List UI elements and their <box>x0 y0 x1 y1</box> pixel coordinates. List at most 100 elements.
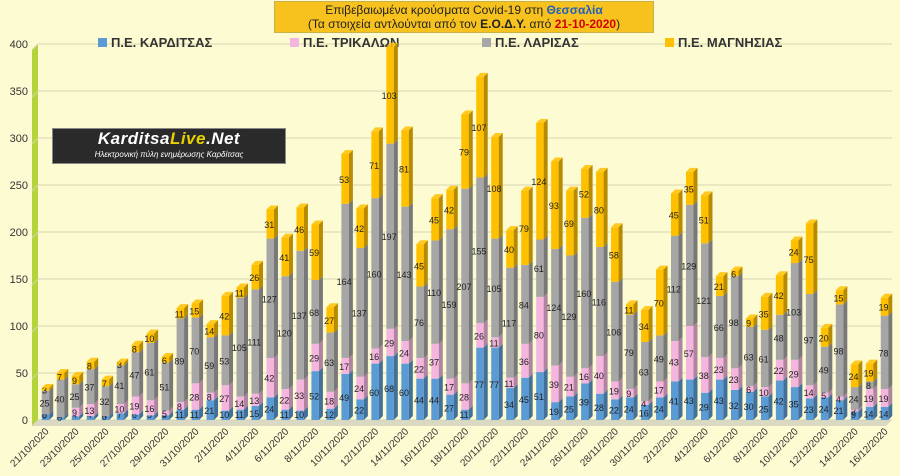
bar-top <box>161 353 174 358</box>
bar-segment <box>491 238 499 338</box>
bar-segment-side <box>303 203 308 251</box>
bar-segment <box>371 131 379 199</box>
bar-segment <box>551 248 559 366</box>
bar-segment <box>86 361 95 370</box>
bar-segment-side <box>273 393 278 420</box>
data-label: 3 <box>117 360 122 370</box>
bar-segment <box>790 263 799 360</box>
data-label: 63 <box>744 353 754 363</box>
bar-segment <box>101 416 110 420</box>
bar-segment <box>835 396 844 401</box>
bar-segment-side <box>258 260 263 290</box>
bar-segment <box>805 398 814 420</box>
bar-top <box>131 340 144 345</box>
data-label: 14 <box>804 388 814 398</box>
bar-segment-side <box>199 405 204 420</box>
data-label: 11 <box>624 306 633 316</box>
data-label: 42 <box>354 224 364 234</box>
bar-segment-side <box>258 401 263 420</box>
bar-segment <box>446 378 454 395</box>
data-label: 24 <box>399 348 409 358</box>
bar-segment <box>536 239 544 297</box>
bar-segment-side <box>768 392 773 420</box>
bar-segment-side <box>753 387 758 420</box>
bar-segment-side <box>783 271 788 315</box>
data-label: 39 <box>549 380 559 390</box>
bar-top <box>476 72 488 77</box>
bar-segment <box>641 310 649 342</box>
bar-segment <box>296 207 304 251</box>
bar-segment-side <box>378 344 383 364</box>
data-label: 23 <box>714 365 724 375</box>
bar-segment <box>236 297 245 397</box>
data-label: 46 <box>294 225 304 235</box>
bar-segment-side <box>768 325 773 388</box>
bar-segment <box>865 381 874 389</box>
bar-segment-side <box>79 403 84 417</box>
bar-segment-side <box>558 157 563 249</box>
data-label: 5 <box>162 409 167 419</box>
bar-segment <box>386 328 394 357</box>
bar-segment-side <box>813 219 818 295</box>
data-label: 75 <box>804 255 814 265</box>
bar-segment <box>671 193 679 236</box>
bar-segment <box>641 341 649 402</box>
chart-floor <box>32 420 892 426</box>
bar-segment <box>521 190 529 265</box>
bar-segment-side <box>468 405 473 420</box>
bar-segment <box>176 409 185 420</box>
bar-segment <box>356 208 364 248</box>
bar-segment <box>311 224 319 280</box>
bar-segment-side <box>408 202 413 342</box>
legend-label: Π.Ε. ΜΑΓΝΗΣΙΑΣ <box>678 35 783 50</box>
data-label: 44 <box>414 395 424 405</box>
data-label: 49 <box>654 354 664 364</box>
bar-segment <box>386 143 394 329</box>
bar-segment <box>745 386 754 392</box>
data-label: 59 <box>204 361 214 371</box>
bar-segment-side <box>184 405 189 420</box>
bar-segment <box>266 209 274 239</box>
bar-segment-side <box>498 333 503 348</box>
bar-segment <box>71 375 80 385</box>
bar-segment <box>56 379 65 418</box>
bar-segment-side <box>528 186 533 265</box>
bar-top <box>146 329 159 334</box>
bar-segment <box>176 318 185 403</box>
bar-segment-side <box>558 361 563 403</box>
bar-segment <box>326 391 334 409</box>
bar-segment-side <box>588 364 593 384</box>
data-label: 79 <box>519 224 529 234</box>
gridline-side <box>31 278 39 286</box>
bar-segment <box>850 409 859 412</box>
bar-segment <box>371 348 379 364</box>
data-label: 24 <box>624 405 634 415</box>
bar-segment <box>221 385 230 411</box>
data-label: 27 <box>444 403 454 413</box>
data-label: 35 <box>684 184 694 194</box>
bar-segment-side <box>393 42 398 144</box>
bar-segment-side <box>378 127 383 199</box>
bar-segment <box>865 363 874 382</box>
data-label: 43 <box>714 396 724 406</box>
bar-segment-side <box>318 339 323 372</box>
data-label: 41 <box>669 397 679 407</box>
bar-top <box>251 260 263 265</box>
data-label: 17 <box>339 362 349 372</box>
bar-segment-side <box>708 239 713 358</box>
bar-segment <box>266 397 274 420</box>
bar-top <box>685 167 698 172</box>
data-label: 79 <box>459 148 469 158</box>
bar-segment <box>101 379 110 387</box>
data-label: 11 <box>175 410 184 420</box>
data-label: 17 <box>654 385 664 395</box>
bar-segment <box>820 346 829 393</box>
bar-segment-side <box>393 352 398 420</box>
legend-swatch <box>290 38 299 47</box>
bar-segment-side <box>199 313 204 384</box>
bar-segment-side <box>154 338 159 401</box>
bar-segment <box>476 76 484 178</box>
bar-segment <box>176 402 185 410</box>
bar-segment-side <box>333 387 338 409</box>
bar-segment-side <box>873 402 878 420</box>
